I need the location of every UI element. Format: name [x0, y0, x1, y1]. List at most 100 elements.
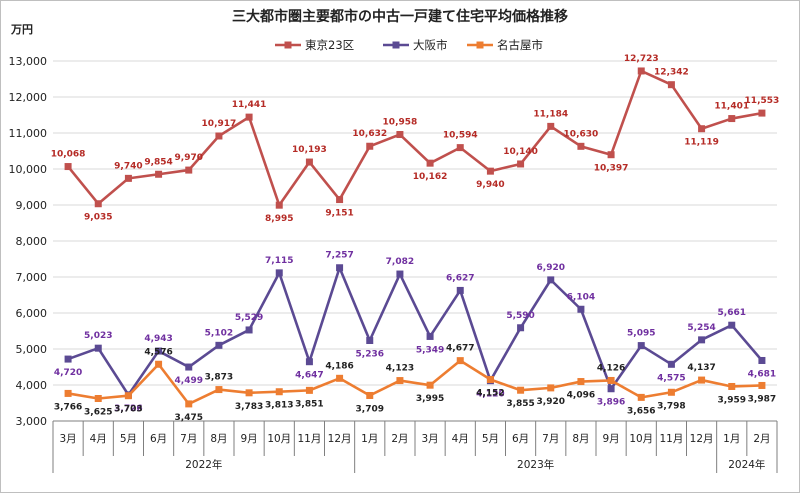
data-label: 11,441	[232, 100, 267, 110]
data-point	[517, 386, 525, 394]
data-label: 4,681	[748, 369, 776, 379]
data-point	[215, 132, 223, 140]
data-label: 10,068	[51, 150, 86, 160]
data-label: 10,630	[564, 129, 599, 139]
data-point	[336, 264, 344, 272]
data-point	[517, 324, 525, 332]
data-label: 9,740	[114, 161, 142, 171]
data-label: 4,943	[144, 334, 172, 344]
y-tick-label: 3,000	[16, 415, 48, 428]
data-point	[577, 378, 585, 386]
data-label: 10,162	[413, 172, 448, 182]
data-label: 12,342	[654, 68, 689, 78]
legend-entry: 大阪市	[413, 38, 448, 52]
data-label: 5,590	[506, 311, 534, 321]
x-tick-label: 5月	[120, 433, 137, 445]
x-year-label: 2023年	[517, 458, 554, 471]
data-point	[728, 115, 736, 123]
y-tick-label: 11,000	[9, 127, 48, 140]
chart-title: 三大都市圏主要都市の中古一戸建て住宅平均価格推移	[232, 8, 568, 25]
legend: 東京23区 大阪市 名古屋市	[275, 38, 543, 52]
data-label: 4,186	[325, 361, 353, 371]
series-layer	[64, 67, 766, 408]
data-label: 10,917	[202, 119, 237, 129]
y-axis-unit-label: 万円	[10, 23, 33, 36]
data-label: 6,920	[537, 263, 565, 273]
data-point	[64, 355, 72, 363]
data-point	[245, 389, 253, 397]
data-label: 3,920	[537, 397, 565, 407]
data-label: 11,184	[533, 109, 568, 119]
data-point	[486, 376, 494, 384]
data-point	[396, 270, 404, 278]
x-tick-label: 12月	[690, 433, 714, 445]
data-point	[607, 385, 615, 393]
data-label: 7,115	[265, 256, 293, 266]
data-point	[64, 163, 72, 171]
data-label: 7,082	[386, 257, 414, 267]
x-tick-label: 10月	[629, 433, 653, 445]
data-point	[607, 151, 615, 159]
data-point	[547, 384, 555, 392]
data-label: 5,236	[356, 350, 384, 360]
x-tick-label: 11月	[297, 433, 321, 445]
series-line-1	[67, 69, 763, 207]
x-tick-label: 2月	[753, 433, 770, 445]
x-tick-label: 12月	[328, 433, 352, 445]
data-point	[396, 131, 404, 139]
data-point	[245, 113, 253, 121]
data-label: 4,677	[446, 344, 474, 354]
data-label: 3,709	[356, 404, 384, 414]
x-tick-label: 8月	[210, 433, 227, 445]
data-label: 9,940	[476, 180, 504, 190]
data-label: 4,499	[175, 376, 203, 386]
data-point	[245, 326, 253, 334]
data-point	[698, 125, 706, 133]
y-tick-label: 10,000	[9, 163, 48, 176]
data-point	[94, 200, 102, 208]
data-point	[275, 201, 283, 209]
data-point	[426, 159, 434, 167]
data-label: 3,783	[235, 402, 263, 412]
x-tick-label: 11月	[659, 433, 683, 445]
x-tick-label: 9月	[602, 433, 619, 445]
data-point	[185, 166, 193, 174]
data-label: 3,766	[54, 402, 82, 412]
y-tick-label: 9,000	[16, 199, 48, 212]
data-point	[698, 336, 706, 344]
data-label: 3,703	[114, 405, 142, 415]
data-label: 3,855	[506, 399, 534, 409]
data-point	[215, 386, 223, 394]
legend-swatch-marker	[392, 41, 400, 49]
data-label: 10,632	[352, 129, 387, 139]
data-point	[758, 356, 766, 364]
x-tick-label: 6月	[512, 433, 529, 445]
data-label: 4,120	[476, 390, 504, 400]
series-line-3	[67, 359, 762, 406]
data-point	[336, 196, 344, 204]
data-label: 4,647	[295, 371, 323, 381]
data-point	[64, 389, 72, 397]
data-label: 11,119	[684, 138, 719, 148]
data-label: 5,661	[718, 308, 746, 318]
gridlines	[53, 60, 777, 422]
data-point	[305, 358, 313, 366]
data-point	[305, 386, 313, 394]
x-tick-label: 3月	[59, 433, 76, 445]
series-line-2	[67, 266, 763, 397]
x-tick-label: 5月	[482, 433, 499, 445]
data-label: 10,958	[383, 118, 418, 128]
data-point	[637, 67, 645, 75]
x-tick-label: 1月	[723, 433, 740, 445]
data-point	[155, 347, 163, 355]
data-point	[396, 377, 404, 385]
data-label: 4,152	[476, 389, 504, 399]
data-label: 3,798	[657, 401, 685, 411]
data-point	[728, 382, 736, 390]
data-point	[275, 388, 283, 396]
data-label: 11,553	[745, 96, 780, 106]
y-tick-label: 7,000	[16, 271, 48, 284]
data-label: 5,254	[687, 323, 715, 333]
data-label: 3,959	[718, 395, 746, 405]
